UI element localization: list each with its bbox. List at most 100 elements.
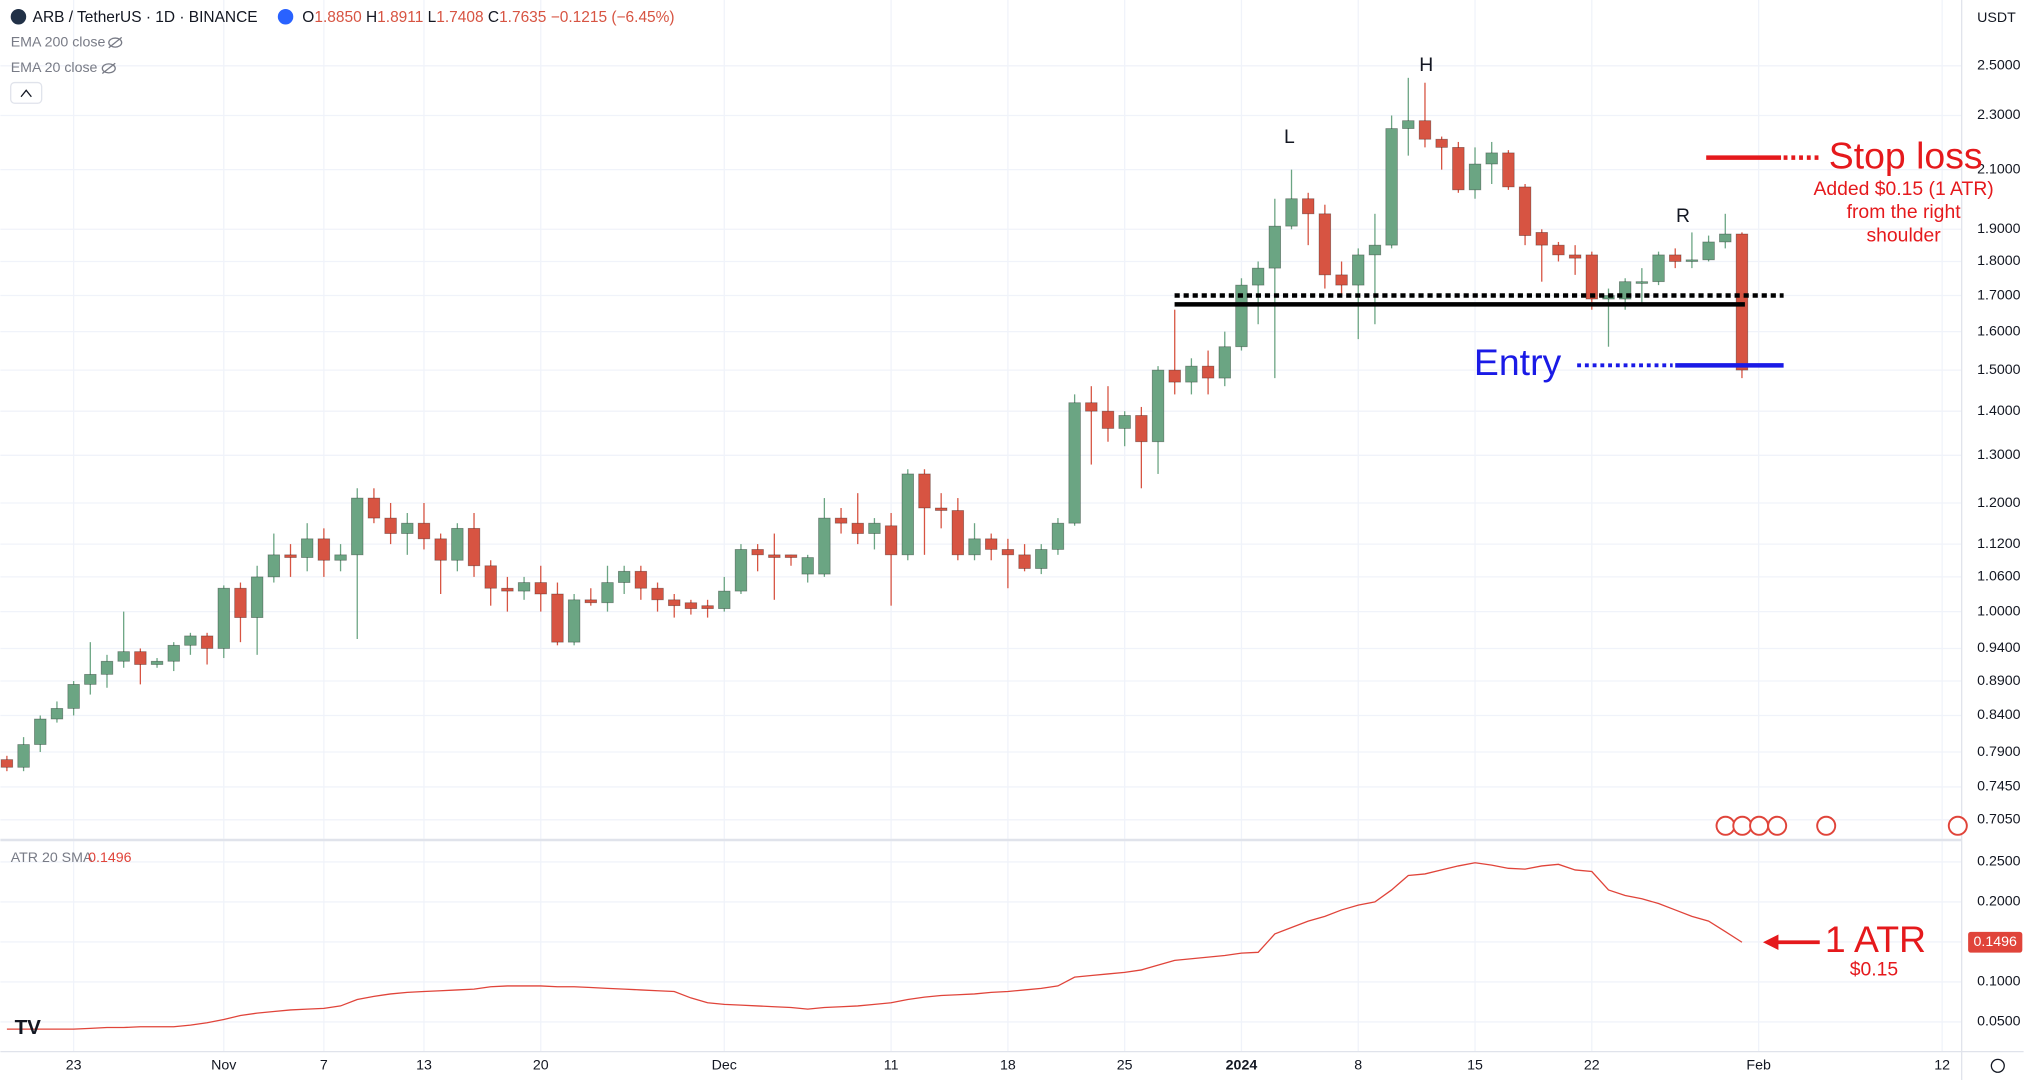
- candle-body: [1635, 281, 1649, 284]
- x-tick-label: 22: [1584, 1058, 1600, 1074]
- atr-annotation: 1 ATR: [1825, 918, 1926, 960]
- candle-body: [734, 549, 748, 592]
- atr-line: [6, 862, 1743, 1030]
- candle-body: [67, 683, 80, 709]
- x-tick-label: 11: [884, 1058, 899, 1074]
- settings-icon[interactable]: [1990, 1058, 2005, 1073]
- replay-icon[interactable]: [277, 9, 294, 25]
- candle-body: [801, 557, 814, 575]
- candle-body: [1685, 259, 1699, 262]
- candle-body: [1085, 402, 1098, 412]
- x-tick-label: 25: [1117, 1058, 1133, 1074]
- x-tick-label: Dec: [712, 1058, 737, 1074]
- candle-body: [1352, 254, 1365, 286]
- candle-body: [851, 522, 864, 534]
- indicator-label[interactable]: EMA 200 close: [11, 34, 106, 50]
- y-tick-label: 1.3000: [1977, 447, 2021, 463]
- candle-body: [167, 644, 180, 662]
- ohlc-value: 1.7408: [436, 9, 483, 26]
- candle-body: [968, 538, 981, 556]
- candle-body: [134, 651, 147, 665]
- hidden-eye-icon[interactable]: [108, 36, 123, 49]
- y-tick-label: 0.1000: [1977, 974, 2021, 990]
- indicator-label[interactable]: EMA 20 close: [11, 60, 98, 76]
- candle-body: [1051, 522, 1065, 550]
- candle-body: [951, 510, 965, 556]
- candle-body: [1251, 267, 1265, 286]
- y-tick-label: 1.4000: [1977, 403, 2021, 419]
- y-tick-label: 0.2000: [1977, 894, 2021, 910]
- candle-body: [1185, 365, 1198, 383]
- candle-body: [1368, 244, 1382, 256]
- candle-body: [534, 582, 547, 595]
- candle-body: [1585, 254, 1599, 300]
- stop-loss-note: from the right: [1847, 201, 1962, 223]
- candle-body: [467, 527, 481, 567]
- candle-body: [1218, 346, 1231, 379]
- candle-body: [84, 673, 97, 685]
- candle-body: [1402, 120, 1415, 129]
- y-tick-label: 1.7000: [1977, 287, 2021, 303]
- candle-body: [1301, 198, 1315, 215]
- candle-body: [901, 473, 914, 556]
- y-tick-label: 0.2500: [1977, 854, 2021, 870]
- symbol-icon: [10, 9, 27, 25]
- event-icons[interactable]: [1715, 815, 1968, 836]
- candle-body: [868, 522, 881, 534]
- candle-body: [1702, 241, 1715, 261]
- y-tick-label: 2.5000: [1977, 58, 2021, 74]
- logo[interactable]: TV: [15, 1016, 42, 1039]
- candle-body: [384, 517, 397, 534]
- candle-body: [50, 708, 64, 720]
- atr-title: ATR 20 SMA: [11, 850, 93, 866]
- candle-body: [250, 576, 264, 618]
- candle-body: [1168, 369, 1181, 383]
- last-value-label: 0.1496: [1974, 934, 2018, 950]
- candle-body: [834, 517, 848, 524]
- hidden-eye-icon[interactable]: [101, 62, 116, 75]
- y-tick-label: 1.0000: [1977, 603, 2021, 619]
- candle-body: [668, 599, 681, 607]
- candle-body: [234, 587, 247, 618]
- x-tick-label: Feb: [1746, 1058, 1771, 1074]
- candle-body: [184, 635, 197, 646]
- candle-body: [284, 554, 297, 558]
- change: −0.1215 (−6.45%): [551, 9, 675, 26]
- x-tick-label: 8: [1354, 1058, 1362, 1074]
- candle-body: [1719, 233, 1732, 243]
- candle-body: [317, 538, 331, 561]
- candle-body: [918, 473, 931, 509]
- pattern-label: H: [1419, 54, 1433, 76]
- candle-body: [1552, 244, 1565, 256]
- candle-body: [1001, 549, 1015, 556]
- candle-body: [217, 587, 230, 649]
- grid: [0, 0, 1962, 1052]
- stop-loss-label: Stop loss: [1829, 135, 1983, 177]
- pattern-label: L: [1284, 126, 1295, 148]
- x-tick-label: 20: [533, 1058, 549, 1074]
- y-tick-label: 1.8000: [1977, 253, 2021, 269]
- currency: USDT: [1977, 10, 2016, 26]
- collapse-button[interactable]: [10, 81, 43, 104]
- y-tick-label: 1.0600: [1977, 569, 2021, 585]
- entry-label: Entry: [1474, 341, 1562, 383]
- candle-body: [17, 744, 30, 768]
- x-tick-label: 2024: [1226, 1058, 1258, 1074]
- candle-body: [117, 651, 130, 662]
- y-tick-label: 2.3000: [1977, 107, 2021, 123]
- candle-body: [567, 599, 581, 643]
- candle-body: [1518, 186, 1532, 236]
- candle-body: [1485, 152, 1498, 165]
- candle-body: [200, 635, 214, 649]
- candle-body: [351, 497, 364, 556]
- candle-body: [1735, 233, 1749, 371]
- candle-body: [884, 525, 898, 556]
- y-tick-label: 0.7900: [1977, 744, 2021, 760]
- y-tick-label: 1.9000: [1977, 221, 2021, 237]
- candle-body: [1151, 369, 1165, 443]
- candle-body: [367, 497, 381, 519]
- candle-body: [150, 660, 164, 665]
- candle-body: [1652, 254, 1665, 283]
- candle-body: [1285, 198, 1298, 227]
